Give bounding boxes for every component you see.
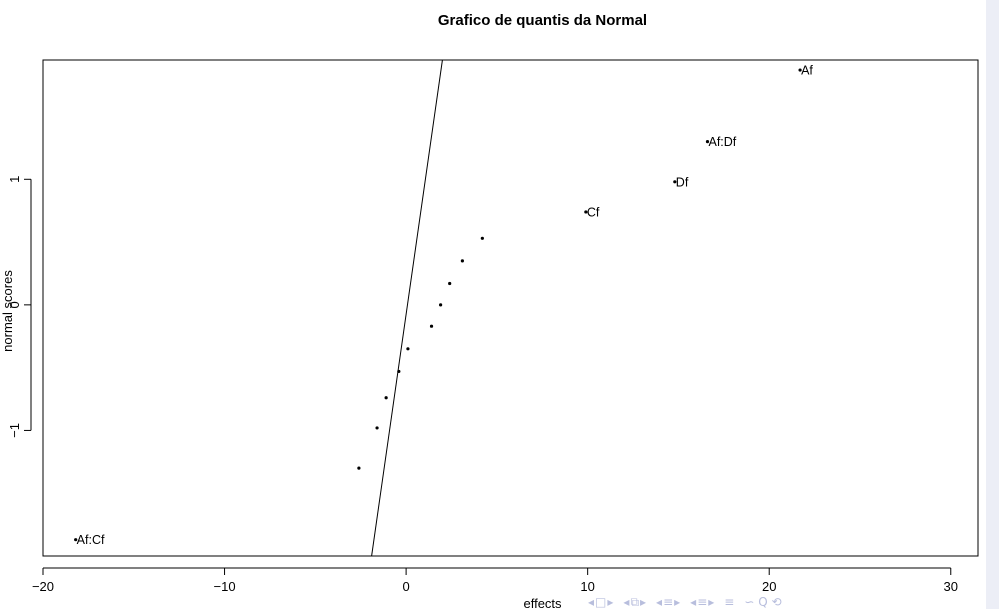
x-tick-label: −10 [214, 579, 236, 594]
align-icon[interactable]: ≡ [724, 595, 735, 609]
y-tick-label: −1 [7, 423, 22, 438]
reference-line [371, 59, 443, 557]
data-point [406, 347, 410, 351]
point-label: Df [676, 175, 689, 189]
y-tick-label: 0 [7, 301, 22, 308]
nav-section-group[interactable]: ◂ ≡ ▸ [656, 595, 680, 609]
x-axis: −20 −10 0 10 20 30 [32, 567, 958, 594]
data-point [673, 180, 677, 184]
data-point [798, 68, 802, 72]
triangle-left-icon[interactable]: ◂ [656, 595, 663, 609]
plot-frame [42, 59, 979, 557]
triangle-right-icon[interactable]: ▸ [674, 595, 681, 609]
data-point [705, 140, 710, 144]
nav-align-group[interactable]: ≡ [724, 595, 734, 609]
triangle-right-icon[interactable]: ▸ [708, 595, 715, 609]
data-point [74, 538, 78, 542]
nav-search-group[interactable]: ∽ Q ⟲ [744, 595, 781, 609]
data-point [357, 466, 361, 470]
data-point [460, 259, 464, 263]
x-tick-label: 30 [944, 579, 958, 594]
triangle-right-icon[interactable]: ▸ [640, 595, 647, 609]
point-label: Af:Cf [77, 533, 105, 547]
y-axis: −1 0 1 [7, 176, 32, 438]
y-axis-label: normal scores [0, 270, 15, 352]
y-tick-label: 1 [7, 176, 22, 183]
data-point [375, 426, 379, 430]
search-icon[interactable]: ∽ Q ⟲ [744, 595, 782, 609]
point-label: Af:Df [708, 135, 736, 149]
point-label: Af [801, 64, 813, 78]
frame-icon[interactable]: □ [595, 595, 607, 609]
sidebar-strip [986, 0, 999, 609]
triangle-right-icon[interactable]: ▸ [607, 595, 614, 609]
points-layer: Af:Cf Cf Df Af:Df Af [74, 64, 813, 547]
point-label: Cf [587, 205, 600, 219]
nav-subsection-group[interactable]: ◂ ⧉ ▸ [623, 595, 646, 609]
section-icon[interactable]: ≡ [663, 595, 674, 609]
triangle-left-icon[interactable]: ◂ [588, 595, 595, 609]
data-point [480, 236, 484, 240]
triangle-left-icon[interactable]: ◂ [623, 595, 630, 609]
x-tick-label: 20 [762, 579, 776, 594]
data-point [429, 324, 434, 328]
x-tick-label: 0 [402, 579, 409, 594]
x-tick-label: −20 [32, 579, 54, 594]
section-icon[interactable]: ≡ [697, 595, 708, 609]
nav-section-group-2[interactable]: ◂ ≡ ▸ [690, 595, 714, 609]
beamer-navigation: ◂ □ ▸ ◂ ⧉ ▸ ◂ ≡ ▸ ◂ ≡ ▸ ≡ ∽ Q ⟲ [588, 594, 788, 610]
x-axis-label: effects [523, 596, 562, 609]
data-point [397, 369, 401, 374]
x-tick-label: 10 [580, 579, 594, 594]
chart-title: Grafico de quantis da Normal [438, 12, 647, 29]
data-point [384, 396, 388, 400]
triangle-left-icon[interactable]: ◂ [690, 595, 697, 609]
data-point [448, 281, 452, 286]
data-point [439, 303, 443, 307]
nav-frame-group[interactable]: ◂ □ ▸ [588, 595, 613, 609]
subsection-icon[interactable]: ⧉ [630, 595, 640, 609]
data-point [584, 210, 588, 214]
